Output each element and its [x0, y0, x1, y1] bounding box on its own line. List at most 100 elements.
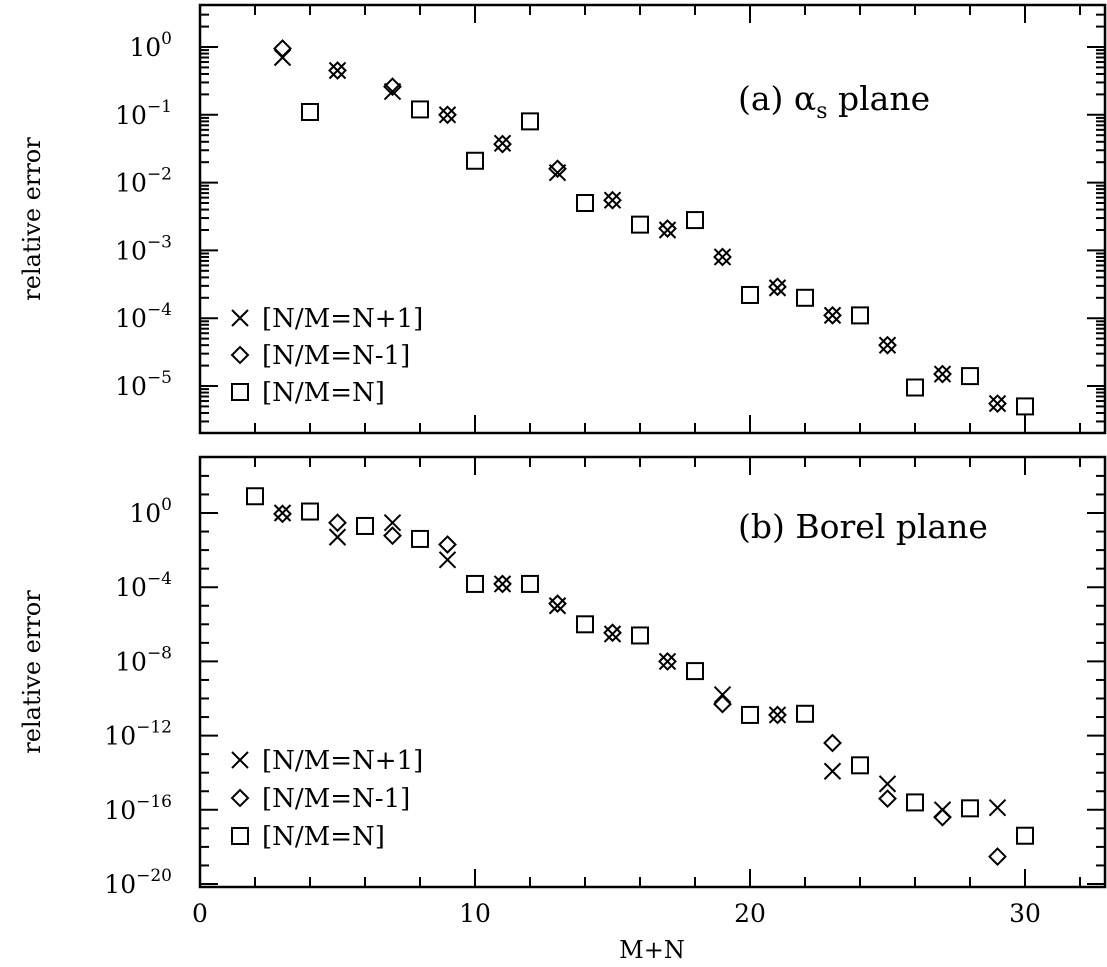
panel-a-diamond-point — [823, 305, 842, 325]
x-tick-label: 10 — [459, 899, 491, 928]
panel-a-diamond-point — [713, 247, 732, 267]
panel-a-square-point — [521, 112, 539, 131]
panel-a-cross-point — [933, 365, 952, 383]
panel-a-cross-point — [383, 82, 402, 101]
panel-b-square-point — [411, 529, 429, 548]
panel-b-square-point — [246, 487, 264, 506]
y-tick-label-base: 10 — [129, 499, 161, 528]
panel-a-square-point — [906, 378, 924, 397]
legend-cross-marker — [231, 309, 249, 327]
y-tick-label: 10−8 — [115, 643, 172, 676]
cross-stroke — [823, 762, 842, 780]
panel-b-square-point — [576, 615, 594, 634]
panel-a-square-point — [851, 306, 869, 325]
panel-a-cross-point — [713, 248, 732, 266]
y-tick-label-exponent: −20 — [136, 866, 172, 886]
legend-diamond-marker — [230, 788, 250, 808]
cross-stroke — [933, 365, 952, 383]
cross-stroke — [768, 706, 787, 724]
panel-a-diamond-point — [548, 159, 567, 179]
y-tick-label-base: 10 — [115, 372, 147, 401]
cross-stroke — [603, 625, 622, 643]
panel-a-diamond-point — [988, 394, 1007, 414]
panel-a-cross-point — [878, 336, 897, 354]
legend-diamond-marker — [230, 345, 250, 365]
panel-b-diamond-point — [548, 594, 567, 614]
panel-b-y-axis-label: relative error — [18, 590, 46, 754]
panel-b-cross-point — [273, 504, 292, 522]
legend-square-label: [N/M=N] — [262, 378, 385, 408]
panel-a-cross-point — [823, 306, 842, 325]
y-tick-label-exponent: −3 — [147, 232, 172, 252]
cross-stroke — [493, 575, 512, 593]
y-tick-label-exponent: −2 — [147, 165, 172, 185]
x-tick-label: 0 — [192, 899, 208, 928]
panel-b-cross-point — [878, 775, 897, 793]
panel-a-square-point — [631, 215, 649, 234]
legend-square-marker — [231, 827, 249, 845]
legend-cross-label: [N/M=N+1] — [262, 746, 423, 776]
panel-a-diamond-point — [493, 134, 512, 154]
y-tick-label-exponent: 0 — [161, 29, 172, 49]
panel-b-cross-point — [328, 528, 347, 546]
legend-cross-label: [N/M=N+1] — [262, 304, 423, 334]
panel-b-diamond-point — [493, 574, 512, 594]
panel-b-square-point — [1016, 826, 1034, 845]
x-tick-label: 30 — [1009, 899, 1041, 928]
y-tick-label-base: 10 — [115, 169, 147, 198]
legend-square-marker — [231, 383, 249, 401]
panel-a-diamond-point — [768, 277, 787, 297]
cross-stroke — [658, 652, 677, 671]
panel-a-diamond-point — [933, 364, 952, 384]
y-tick-label-exponent: −1 — [147, 97, 172, 117]
y-tick-label: 10−20 — [104, 866, 172, 899]
cross-stroke — [988, 394, 1007, 413]
panel-a-diamond-point — [603, 190, 622, 210]
y-tick-label: 10−16 — [104, 792, 172, 825]
panel-b-diamond-point — [383, 526, 402, 546]
cross-stroke — [878, 336, 897, 354]
panel-b-diamond-point — [273, 504, 292, 524]
panel-b-cross-point — [438, 551, 457, 569]
y-tick-label-base: 10 — [104, 870, 136, 899]
panel-b-square-point — [301, 502, 319, 521]
cross-stroke — [603, 191, 622, 209]
panel-a-square-point — [1016, 397, 1034, 416]
panel-a-square-point — [301, 102, 319, 121]
panel-b-square-point — [796, 704, 814, 723]
y-tick-label-exponent: −16 — [136, 792, 172, 812]
cross-stroke — [273, 504, 292, 522]
panel-a-diamond-point — [438, 105, 457, 125]
panel-a-cross-point — [493, 134, 512, 152]
cross-stroke — [713, 248, 732, 266]
panel-b-square-point — [741, 705, 759, 724]
y-tick-label: 10−4 — [115, 300, 172, 333]
x-tick-label: 20 — [734, 899, 766, 928]
y-tick-label-base: 10 — [115, 236, 147, 265]
cross-stroke — [823, 306, 842, 325]
panel-b-diamond-point — [988, 847, 1007, 867]
panel-b-points — [246, 487, 1034, 867]
panel-b-square-point — [466, 574, 484, 593]
panel-a-cross-point — [603, 191, 622, 209]
panel-a-y-axis-label: relative error — [18, 137, 46, 301]
cross-stroke — [438, 106, 457, 124]
y-tick-label: 100 — [129, 495, 172, 528]
panel-a-square-point — [576, 194, 594, 213]
y-tick-label: 100 — [129, 29, 172, 62]
panel-a-diamond-point — [658, 219, 677, 238]
panel-b-square-point — [961, 799, 979, 818]
cross-stroke — [988, 798, 1007, 817]
panel-b-legend: [N/M=N+1] [N/M=N-1] [N/M=N] — [230, 746, 423, 852]
y-tick-label-exponent: −8 — [147, 643, 172, 663]
y-tick-label: 10−3 — [115, 232, 172, 265]
panel-b-frame — [198, 455, 1107, 889]
panel-a-label-suffix: plane — [828, 79, 931, 118]
panel-b-square-point — [906, 793, 924, 812]
y-tick-label: 10−5 — [115, 368, 172, 401]
panel-b-diamond-point — [658, 651, 677, 671]
cross-stroke — [493, 134, 512, 152]
